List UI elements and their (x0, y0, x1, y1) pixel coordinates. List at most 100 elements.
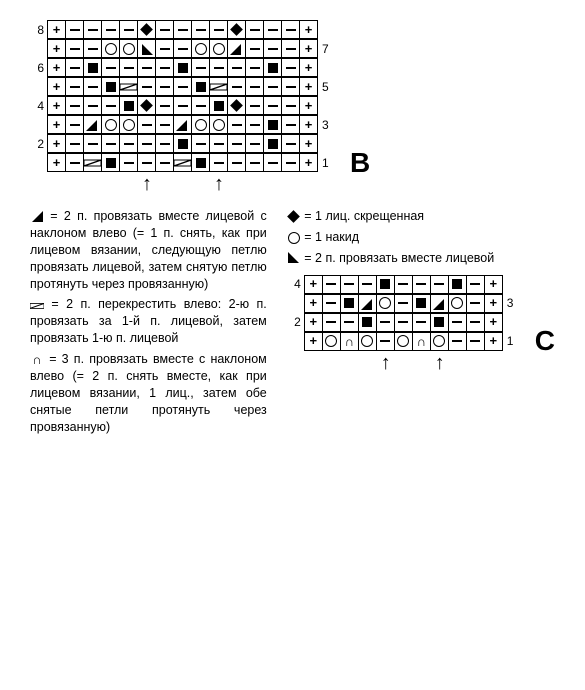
stitch-square (173, 134, 192, 153)
row-number-right: 1 (503, 333, 521, 349)
stitch-hline (412, 313, 431, 332)
stitch-hline (119, 58, 138, 77)
stitch-hline (173, 77, 192, 96)
stitch-plus (47, 58, 66, 77)
repeat-arrow-icon: ↑ (431, 353, 449, 373)
legend-dec-right: = 2 п. провязать вместе лицевой (287, 250, 555, 267)
stitch-square (263, 134, 282, 153)
stitch-hline (245, 96, 264, 115)
stitch-hline (155, 39, 174, 58)
stitch-hline (209, 134, 228, 153)
stitch-square (430, 313, 449, 332)
stitch-hline (227, 77, 246, 96)
stitch-circle (376, 294, 395, 313)
legend-text: = 3 п. провязать вместе с наклоном влево… (30, 352, 267, 434)
stitch-diamond (137, 96, 156, 115)
stitch-plus (299, 96, 318, 115)
row-number-left: 8 (30, 23, 48, 37)
stitch-hline (101, 58, 120, 77)
stitch-plus (47, 153, 66, 172)
knitting-legend: = 2 п. провязать вместе лицевой с наклон… (30, 208, 555, 439)
stitch-square (191, 77, 210, 96)
stitch-plus (304, 275, 323, 294)
stitch-hline (83, 134, 102, 153)
stitch-plus (47, 77, 66, 96)
stitch-hline (281, 58, 300, 77)
stitch-square (101, 153, 120, 172)
chart-row: 7 (30, 39, 555, 58)
repeat-arrow-icon: ↑ (377, 353, 395, 373)
diamond-icon (287, 210, 301, 224)
chart-row: 5 (30, 77, 555, 96)
stitch-hline (412, 275, 431, 294)
stitch-hline (263, 77, 282, 96)
stitch-arch (412, 332, 431, 351)
stitch-hline (394, 294, 413, 313)
stitch-hline (466, 275, 485, 294)
legend-dec-left: = 2 п. провязать вместе лицевой с наклон… (30, 208, 267, 292)
stitch-hline (137, 115, 156, 134)
stitch-hline (227, 153, 246, 172)
stitch-hline (137, 134, 156, 153)
stitch-cross (209, 77, 228, 96)
stitch-hline (245, 39, 264, 58)
stitch-hline (245, 153, 264, 172)
stitch-hline (245, 134, 264, 153)
stitch-hline (376, 332, 395, 351)
stitch-hline (245, 58, 264, 77)
stitch-circle (209, 39, 228, 58)
legend-diamond: = 1 лиц. скрещенная (287, 208, 555, 225)
stitch-square (340, 294, 359, 313)
legend-text: = 2 п. провязать вместе лицевой с наклон… (30, 209, 267, 291)
stitch-hline (173, 39, 192, 58)
stitch-hline (65, 96, 84, 115)
stitch-hline (340, 275, 359, 294)
stitch-hline (322, 313, 341, 332)
stitch-hline (340, 313, 359, 332)
stitch-hline (101, 20, 120, 39)
chart-row: 2 (287, 313, 555, 332)
row-number-right: 5 (318, 80, 336, 94)
stitch-hline (119, 153, 138, 172)
chart-b: 87654321B ↑↑ (30, 20, 555, 194)
stitch-hline (101, 134, 120, 153)
stitch-hline (83, 77, 102, 96)
cross-icon (30, 298, 44, 312)
stitch-hline (245, 115, 264, 134)
stitch-cross (173, 153, 192, 172)
stitch-hline (466, 332, 485, 351)
legend-text: = 1 лиц. скрещенная (304, 209, 424, 223)
stitch-circle (448, 294, 467, 313)
stitch-hline (65, 77, 84, 96)
row-number-left: 4 (287, 276, 305, 292)
stitch-square (376, 275, 395, 294)
stitch-hline (155, 77, 174, 96)
row-number-right: 3 (503, 295, 521, 311)
stitch-hline (209, 20, 228, 39)
stitch-hline (155, 58, 174, 77)
stitch-hline (394, 313, 413, 332)
stitch-square (412, 294, 431, 313)
stitch-hline (155, 96, 174, 115)
repeat-arrow-icon: ↑ (210, 174, 228, 194)
chart-name-label: C (535, 322, 555, 360)
chart-row: 3 (287, 294, 555, 313)
stitch-hline (119, 20, 138, 39)
chart-row: 4 (30, 96, 555, 115)
stitch-plus (484, 275, 503, 294)
row-number-left: 6 (30, 61, 48, 75)
stitch-hline (394, 275, 413, 294)
stitch-hline (281, 39, 300, 58)
stitch-hline (191, 134, 210, 153)
stitch-hline (65, 153, 84, 172)
stitch-hline (322, 294, 341, 313)
stitch-hline (119, 134, 138, 153)
stitch-hline (155, 134, 174, 153)
stitch-hline (137, 58, 156, 77)
stitch-circle (394, 332, 413, 351)
stitch-decL (173, 115, 192, 134)
stitch-hline (209, 58, 228, 77)
stitch-hline (245, 77, 264, 96)
stitch-square (263, 58, 282, 77)
stitch-hline (137, 153, 156, 172)
